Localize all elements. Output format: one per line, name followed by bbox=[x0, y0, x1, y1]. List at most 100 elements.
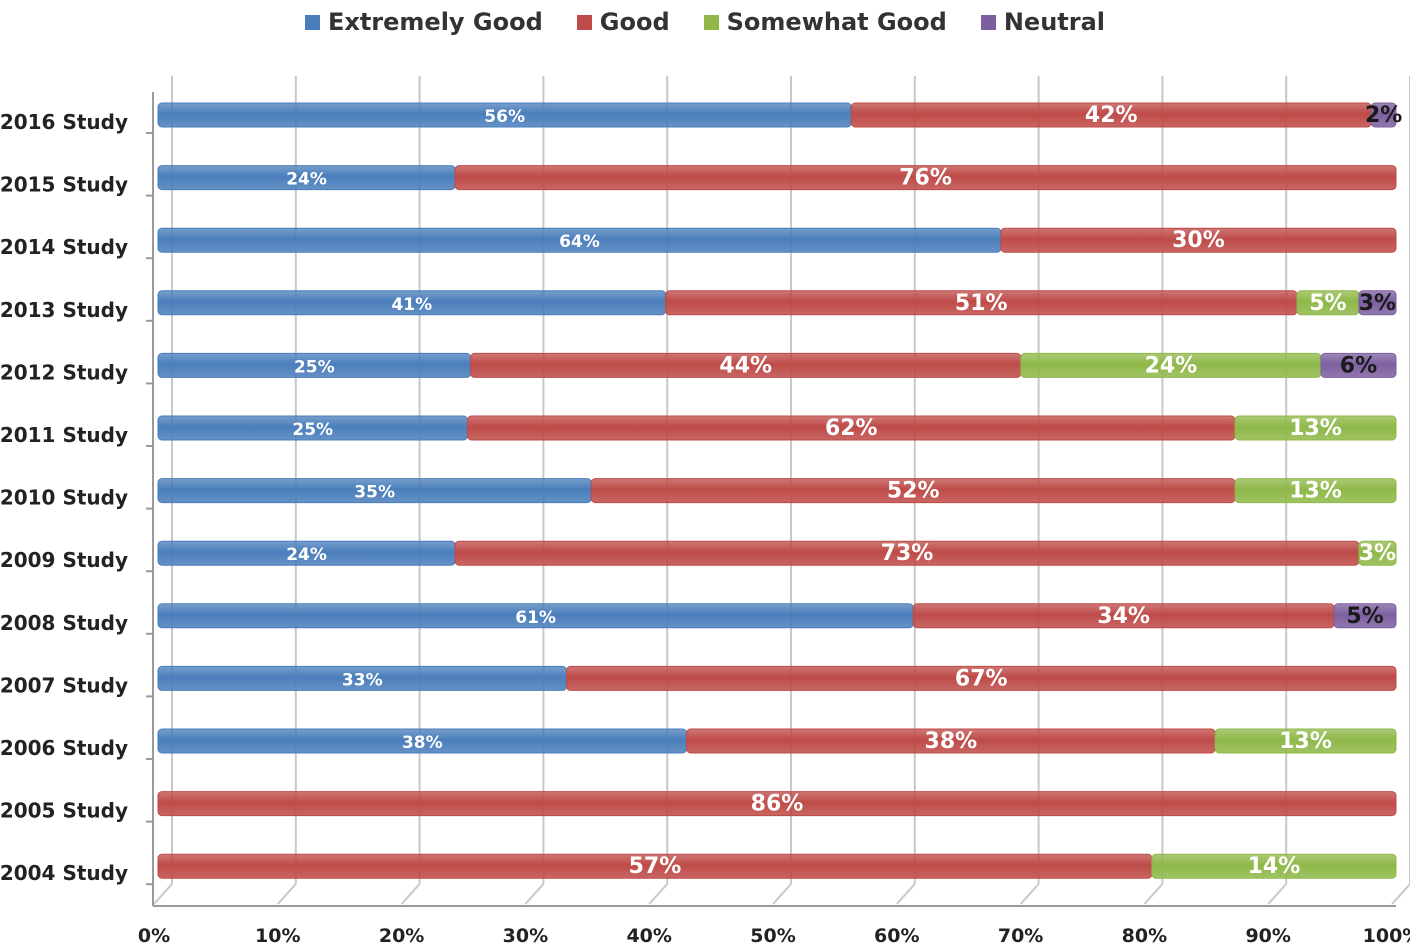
legend-item-good: Good bbox=[576, 8, 670, 36]
gridline-floor bbox=[153, 883, 173, 905]
legend-label-extremely-good: Extremely Good bbox=[327, 8, 543, 36]
gridline-floor bbox=[772, 883, 792, 905]
bar-neutral-2008-study bbox=[1333, 603, 1397, 629]
legend-swatch-neutral bbox=[980, 14, 996, 30]
x-tick-label: 20% bbox=[379, 925, 424, 947]
data-label-extremely-good-2006-study: 38% bbox=[402, 733, 443, 753]
data-label-good-2011-study: 62% bbox=[825, 416, 878, 441]
gridline-floor bbox=[1391, 883, 1410, 905]
x-tick-label: 60% bbox=[874, 925, 919, 947]
data-label-good-2007-study: 67% bbox=[955, 666, 1008, 691]
chart-legend: Extremely Good Good Somewhat Good Neutra… bbox=[0, 4, 1410, 40]
legend-item-somewhat-good: Somewhat Good bbox=[703, 8, 947, 36]
legend-swatch-good bbox=[576, 14, 592, 30]
bars-layer bbox=[157, 102, 1397, 879]
x-tick-label: 90% bbox=[1245, 925, 1290, 947]
y-tick-label-2016-study: 2016 Study bbox=[0, 110, 128, 134]
y-tick-label-2014-study: 2014 Study bbox=[0, 235, 128, 259]
axis-layer: 0% 10% 20% 30% 40% 50% 60% 70% 80% 90% 100% 2016 St… bbox=[0, 92, 1410, 947]
gridline-floor bbox=[277, 883, 297, 905]
y-tick-label-2004-study: 2004 Study bbox=[0, 861, 128, 885]
data-label-extremely-good-2012-study: 25% bbox=[294, 357, 335, 377]
data-label-good-2016-study: 42% bbox=[1085, 103, 1138, 128]
bar-neutral-2013-study bbox=[1358, 290, 1397, 316]
x-tick-label: 70% bbox=[998, 925, 1043, 947]
data-label-extremely-good-2007-study: 33% bbox=[342, 670, 383, 690]
data-label-neutral-2013-study: 3% bbox=[1359, 291, 1396, 316]
y-tick-label-2009-study: 2009 Study bbox=[0, 548, 128, 572]
data-label-somewhat-good-2013-study: 5% bbox=[1309, 291, 1346, 316]
data-label-good-2005-study: 86% bbox=[751, 792, 804, 817]
data-label-neutral-2008-study: 5% bbox=[1346, 604, 1383, 629]
data-label-extremely-good-2008-study: 61% bbox=[515, 608, 556, 628]
gridline-floor bbox=[1267, 883, 1287, 905]
legend-swatch-extremely-good bbox=[304, 14, 320, 30]
legend-item-neutral: Neutral bbox=[980, 8, 1106, 36]
data-label-good-2012-study: 44% bbox=[719, 353, 772, 378]
gridline-floor bbox=[1143, 883, 1164, 905]
x-tick-label: 50% bbox=[750, 925, 795, 947]
gridline-floor bbox=[648, 883, 668, 905]
legend-item-extremely-good: Extremely Good bbox=[304, 8, 543, 36]
data-label-good-2013-study: 51% bbox=[955, 291, 1008, 316]
y-tick-label-2008-study: 2008 Study bbox=[0, 611, 128, 635]
data-label-good-2009-study: 73% bbox=[881, 541, 934, 566]
y-tick-label-2010-study: 2010 Study bbox=[0, 486, 128, 510]
data-label-good-2004-study: 57% bbox=[629, 854, 682, 879]
bar-somewhat-good-2004-study bbox=[1151, 853, 1397, 879]
data-label-somewhat-good-2009-study: 3% bbox=[1359, 541, 1396, 566]
x-tick-label: 80% bbox=[1122, 925, 1167, 947]
bar-good-2005-study bbox=[157, 791, 1397, 817]
legend-label-somewhat-good: Somewhat Good bbox=[726, 8, 947, 36]
gridline-floor bbox=[524, 883, 545, 905]
data-label-good-2008-study: 34% bbox=[1097, 604, 1150, 629]
x-tick-label: 40% bbox=[626, 925, 671, 947]
data-label-somewhat-good-2012-study: 24% bbox=[1145, 353, 1198, 378]
data-label-good-2014-study: 30% bbox=[1172, 228, 1225, 253]
y-tick-label-2006-study: 2006 Study bbox=[0, 736, 128, 760]
bar-neutral-2016-study bbox=[1370, 102, 1397, 128]
data-label-extremely-good-2009-study: 24% bbox=[286, 545, 327, 565]
y-tick-label-2007-study: 2007 Study bbox=[0, 673, 128, 697]
gridline-floor bbox=[896, 883, 916, 905]
data-label-somewhat-good-2010-study: 13% bbox=[1289, 479, 1342, 504]
x-tick-label: 30% bbox=[503, 925, 548, 947]
legend-label-good: Good bbox=[599, 8, 670, 36]
data-label-extremely-good-2016-study: 56% bbox=[484, 107, 525, 127]
bar-somewhat-good-2006-study bbox=[1214, 728, 1397, 754]
data-label-good-2010-study: 52% bbox=[887, 479, 940, 504]
bar-good-2014-study bbox=[1000, 227, 1397, 253]
x-tick-label: 100% bbox=[1363, 925, 1410, 947]
y-tick-label-2013-study: 2013 Study bbox=[0, 298, 128, 322]
bar-somewhat-good-2011-study bbox=[1234, 415, 1397, 441]
data-label-somewhat-good-2004-study: 14% bbox=[1248, 854, 1301, 879]
gridline-floor bbox=[400, 883, 421, 905]
y-tick-label-2005-study: 2005 Study bbox=[0, 799, 128, 823]
bar-good-2015-study bbox=[454, 165, 1397, 191]
bar-good-2007-study bbox=[566, 665, 1397, 691]
x-tick-label: 0% bbox=[138, 925, 170, 947]
data-label-extremely-good-2014-study: 64% bbox=[559, 232, 600, 252]
x-tick-label: 10% bbox=[255, 925, 300, 947]
legend-swatch-somewhat-good bbox=[703, 14, 719, 30]
data-label-good-2015-study: 76% bbox=[899, 166, 952, 191]
data-label-somewhat-good-2006-study: 13% bbox=[1279, 729, 1332, 754]
bar-somewhat-good-2010-study bbox=[1234, 478, 1397, 504]
y-tick-label-2011-study: 2011 Study bbox=[0, 423, 128, 447]
data-label-neutral-2016-study: 2% bbox=[1365, 103, 1402, 128]
data-label-good-2006-study: 38% bbox=[925, 729, 978, 754]
data-label-extremely-good-2015-study: 24% bbox=[286, 170, 327, 190]
y-tick-label-2012-study: 2012 Study bbox=[0, 360, 128, 384]
bar-somewhat-good-2009-study bbox=[1358, 540, 1397, 566]
legend-label-neutral: Neutral bbox=[1003, 8, 1106, 36]
gridline-floor bbox=[1019, 883, 1040, 905]
labels-layer: 56% 42% 2% 24% 76% 64% 30% 41% 51% 5% 3% 25% 44% 24% 6… bbox=[286, 103, 1402, 879]
bar-neutral-2012-study bbox=[1320, 352, 1397, 378]
data-label-extremely-good-2013-study: 41% bbox=[391, 295, 432, 315]
data-label-neutral-2012-study: 6% bbox=[1340, 353, 1377, 378]
y-tick-label-2015-study: 2015 Study bbox=[0, 173, 128, 197]
data-label-extremely-good-2011-study: 25% bbox=[292, 420, 333, 440]
data-label-extremely-good-2010-study: 35% bbox=[354, 483, 395, 503]
data-label-somewhat-good-2011-study: 13% bbox=[1289, 416, 1342, 441]
